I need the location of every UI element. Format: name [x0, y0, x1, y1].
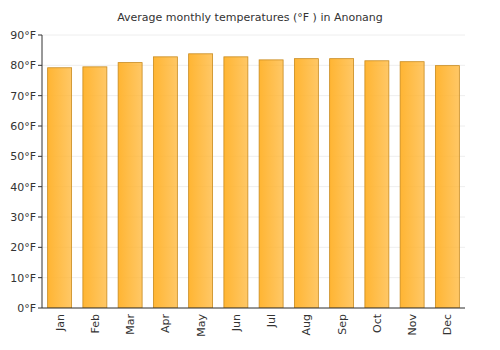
x-tick-label: Aug	[300, 314, 313, 335]
tick-mark	[38, 156, 42, 157]
bar	[259, 60, 283, 308]
chart: Average monthly temperatures (°F ) in An…	[0, 0, 500, 350]
bar	[294, 59, 318, 308]
x-tick-label: Feb	[89, 314, 102, 333]
x-tick-label: Oct	[371, 313, 384, 333]
x-axis	[42, 308, 465, 309]
x-tick-label: Sep	[336, 314, 349, 335]
bar	[48, 68, 72, 308]
tick-mark	[38, 186, 42, 187]
y-tick-label: 40°F	[10, 181, 36, 194]
grid-line	[42, 308, 465, 309]
y-tick-label: 10°F	[10, 272, 36, 285]
bar	[83, 67, 107, 308]
y-tick-label: 70°F	[10, 90, 36, 103]
tick-mark	[38, 308, 42, 309]
x-tick-label: Jan	[54, 314, 67, 332]
tick-mark	[38, 95, 42, 96]
y-tick-label: 0°F	[17, 302, 36, 315]
title: Average monthly temperatures (°F ) in An…	[117, 11, 383, 24]
y-tick-label: 60°F	[10, 120, 36, 133]
tick-mark	[38, 247, 42, 248]
x-tick-label: Dec	[441, 314, 454, 335]
bar	[224, 57, 248, 308]
tick-mark	[38, 35, 42, 36]
bar	[153, 57, 177, 308]
x-tick-label: Nov	[406, 314, 419, 336]
y-tick-label: 20°F	[10, 241, 36, 254]
x-tick-label: May	[195, 314, 208, 337]
y-tick-label: 80°F	[10, 59, 36, 72]
x-tick-label: Apr	[159, 314, 172, 334]
bar	[435, 66, 459, 308]
tick-mark	[38, 126, 42, 127]
x-tick-label: Jul	[265, 314, 278, 328]
y-tick-label: 30°F	[10, 211, 36, 224]
bars	[48, 54, 460, 308]
tick-mark	[38, 277, 42, 278]
bar	[365, 61, 389, 308]
bar	[189, 54, 213, 308]
y-axis	[42, 35, 43, 308]
y-tick-label: 50°F	[10, 150, 36, 163]
y-tick-label: 90°F	[10, 29, 36, 42]
bar	[400, 62, 424, 308]
x-tick-label: Mar	[124, 314, 137, 335]
grid-line	[42, 35, 465, 36]
bar	[118, 63, 142, 308]
bar	[330, 59, 354, 308]
x-tick-label: Jun	[230, 314, 243, 332]
tick-mark	[38, 217, 42, 218]
tick-mark	[38, 65, 42, 66]
